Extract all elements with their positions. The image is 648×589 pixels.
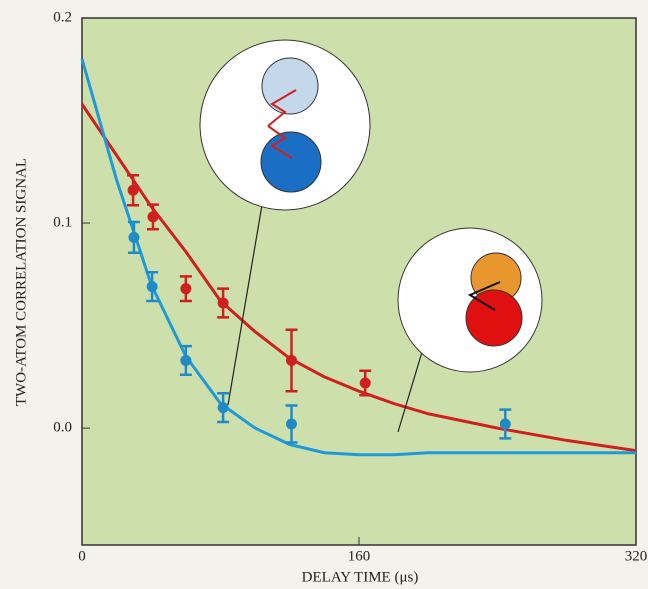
data-point — [286, 419, 297, 430]
y-axis-label: TWO-ATOM CORRELATION SIGNAL — [13, 158, 29, 406]
data-point — [218, 298, 229, 309]
data-point — [128, 232, 139, 243]
x-tick-label: 160 — [348, 548, 371, 564]
y-tick-label: 0.2 — [53, 9, 72, 25]
data-point — [500, 419, 511, 430]
data-point — [218, 402, 229, 413]
x-tick-label: 0 — [78, 548, 86, 564]
data-point — [360, 378, 371, 389]
data-point — [128, 185, 139, 196]
atom — [261, 132, 321, 192]
data-point — [147, 281, 158, 292]
y-tick-label: 0.0 — [53, 420, 72, 436]
data-point — [286, 355, 297, 366]
x-tick-label: 320 — [625, 548, 648, 564]
x-axis-label: DELAY TIME (μs) — [302, 569, 419, 585]
page: {"chart_data": {"type": "scatter", "y_la… — [0, 0, 648, 589]
inset-circle — [398, 228, 542, 372]
data-point — [147, 211, 158, 222]
data-point — [180, 355, 191, 366]
chart: TWO-ATOM CORRELATION SIGNAL DELAY TIME (… — [0, 0, 648, 589]
data-point — [180, 283, 191, 294]
y-tick-label: 0.1 — [53, 214, 72, 230]
atom — [262, 58, 318, 114]
